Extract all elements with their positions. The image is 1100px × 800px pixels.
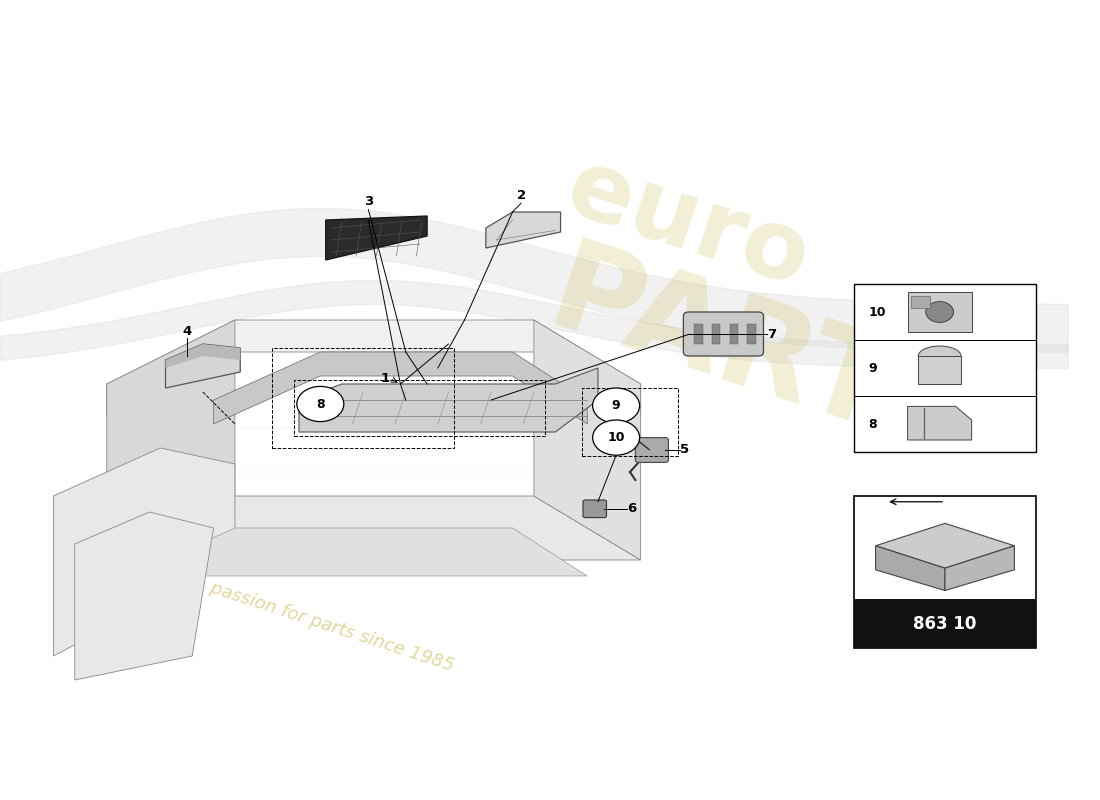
Text: 7: 7 — [767, 328, 775, 341]
Text: 8: 8 — [316, 398, 324, 410]
Text: 4: 4 — [183, 325, 191, 338]
Polygon shape — [534, 320, 640, 560]
Circle shape — [593, 420, 639, 455]
Polygon shape — [75, 512, 213, 680]
Text: 5: 5 — [680, 443, 690, 456]
Text: 3: 3 — [364, 195, 373, 208]
Polygon shape — [54, 448, 235, 656]
Bar — [855, 599, 1036, 648]
Text: 10: 10 — [868, 306, 886, 318]
Bar — [694, 324, 703, 344]
Circle shape — [926, 302, 954, 322]
Bar — [294, 380, 544, 436]
FancyBboxPatch shape — [583, 500, 606, 518]
Polygon shape — [165, 344, 240, 368]
Bar — [747, 324, 756, 344]
Polygon shape — [486, 212, 561, 248]
Text: 8: 8 — [868, 418, 877, 430]
Bar — [908, 292, 971, 332]
Bar — [855, 496, 1036, 648]
Polygon shape — [299, 368, 598, 432]
Polygon shape — [945, 546, 1014, 590]
Circle shape — [297, 386, 344, 422]
Text: 9: 9 — [868, 362, 877, 374]
Text: 2: 2 — [517, 189, 526, 202]
Bar — [911, 296, 930, 308]
Bar — [918, 356, 961, 384]
Polygon shape — [165, 344, 240, 388]
Polygon shape — [213, 352, 587, 424]
Text: 10: 10 — [607, 431, 625, 444]
Text: 863 10: 863 10 — [913, 614, 977, 633]
Polygon shape — [876, 523, 1014, 568]
Polygon shape — [128, 528, 587, 576]
Circle shape — [593, 388, 639, 423]
Text: 9: 9 — [612, 399, 620, 412]
Bar — [273, 348, 454, 448]
Polygon shape — [107, 320, 235, 560]
Bar — [855, 284, 1036, 452]
FancyBboxPatch shape — [636, 438, 669, 462]
Polygon shape — [326, 216, 427, 260]
Text: PARTS: PARTS — [534, 234, 992, 486]
Text: 6: 6 — [627, 502, 636, 515]
Ellipse shape — [918, 346, 961, 366]
Polygon shape — [908, 406, 971, 440]
Text: euro: euro — [556, 141, 822, 307]
Bar — [729, 324, 738, 344]
FancyBboxPatch shape — [683, 312, 763, 356]
Text: 1: 1 — [381, 372, 389, 385]
Polygon shape — [876, 546, 945, 590]
Text: a passion for parts since 1985: a passion for parts since 1985 — [192, 574, 456, 674]
Polygon shape — [107, 320, 640, 416]
Bar — [582, 388, 678, 456]
Bar — [712, 324, 720, 344]
Polygon shape — [107, 496, 640, 560]
